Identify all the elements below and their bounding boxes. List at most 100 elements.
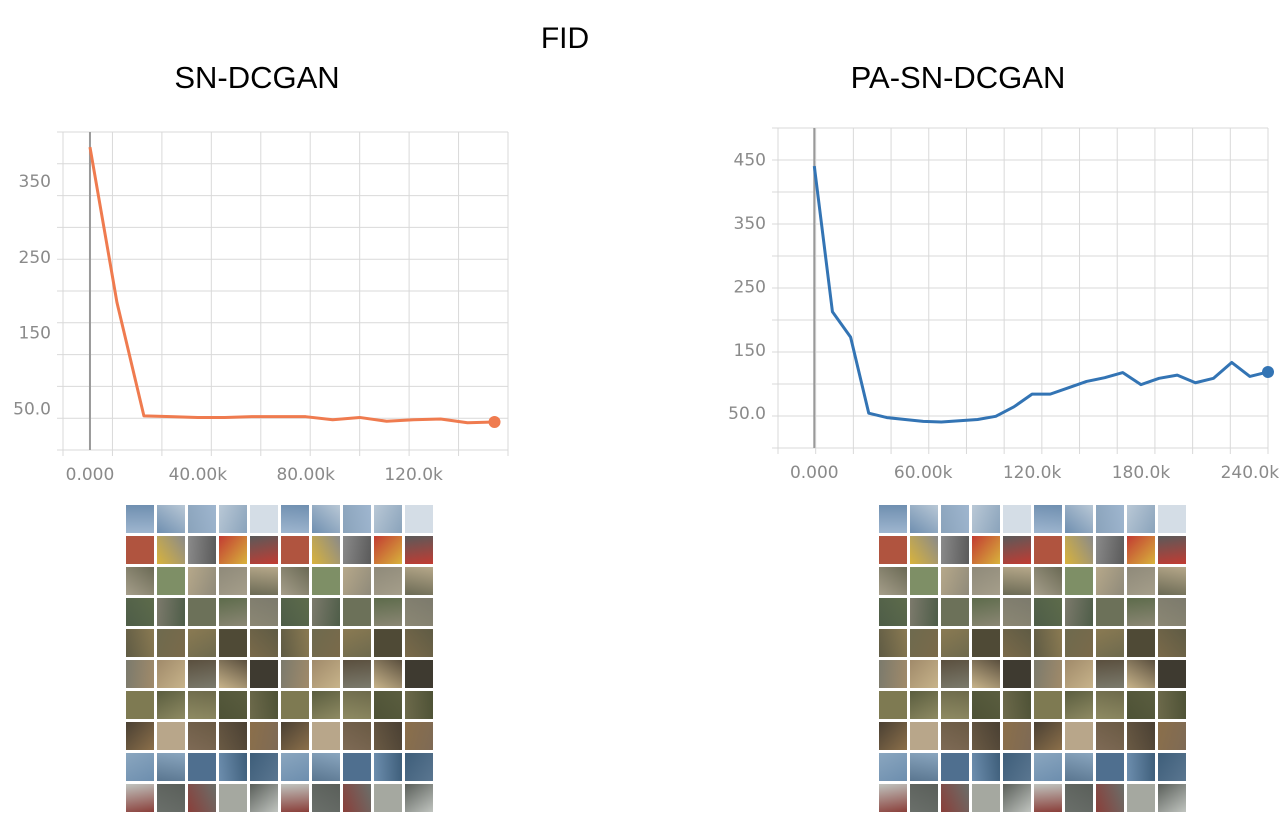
x-tick-label: 120.0k — [384, 465, 443, 485]
sample-thumbnail — [374, 536, 402, 564]
sample-thumbnail — [1034, 784, 1062, 812]
chart-title-pa-sn-dcgan: PA-SN-DCGAN — [850, 60, 1066, 95]
sample-thumbnail — [1158, 691, 1186, 719]
sample-thumbnail — [312, 753, 340, 781]
sample-thumbnail — [157, 598, 185, 626]
sample-thumbnail — [188, 753, 216, 781]
sample-thumbnail — [1003, 660, 1031, 688]
sample-thumbnail — [343, 505, 371, 533]
sample-thumbnail — [972, 784, 1000, 812]
sample-thumbnail — [157, 536, 185, 564]
sample-thumbnail — [281, 660, 309, 688]
sample-thumbnail — [281, 536, 309, 564]
sample-thumbnail — [1127, 660, 1155, 688]
sample-thumbnail — [1065, 629, 1093, 657]
sample-thumbnail — [312, 691, 340, 719]
x-tick-label: 180.0k — [1112, 463, 1171, 483]
sample-thumbnail — [879, 629, 907, 657]
sample-thumbnail — [405, 722, 433, 750]
sample-thumbnail — [1096, 722, 1124, 750]
sample-thumbnail — [219, 567, 247, 595]
sample-thumbnail — [374, 784, 402, 812]
sample-thumbnail — [1127, 722, 1155, 750]
fid-series-line — [812, 165, 1269, 424]
sample-thumbnail — [1003, 505, 1031, 533]
sample-thumbnail — [250, 629, 278, 657]
sample-thumbnail — [910, 660, 938, 688]
sample-thumbnail — [972, 536, 1000, 564]
sample-thumbnail — [1096, 629, 1124, 657]
sample-thumbnail — [250, 598, 278, 626]
sample-thumbnail — [1065, 567, 1093, 595]
sample-thumbnail — [188, 505, 216, 533]
sample-thumbnail — [250, 567, 278, 595]
sample-thumbnail — [188, 660, 216, 688]
sample-thumbnail — [1127, 784, 1155, 812]
sample-thumbnail — [219, 629, 247, 657]
sample-thumbnail — [1096, 536, 1124, 564]
sample-thumbnail — [188, 598, 216, 626]
sample-thumbnail — [157, 629, 185, 657]
y-tick-label: 350 — [734, 214, 766, 234]
sample-thumbnail — [972, 691, 1000, 719]
x-tick-label: 40.00k — [169, 465, 228, 485]
sample-thumbnail — [126, 505, 154, 533]
sample-thumbnail — [910, 722, 938, 750]
sample-thumbnail — [219, 691, 247, 719]
sample-thumbnail — [126, 629, 154, 657]
sample-thumbnail — [312, 505, 340, 533]
x-tick-label: 0.000 — [66, 465, 115, 485]
sample-thumbnail — [1158, 629, 1186, 657]
sample-thumbnail — [250, 536, 278, 564]
x-tick-label: 60.00k — [894, 463, 953, 483]
sample-thumbnail — [1034, 505, 1062, 533]
sample-thumbnail — [972, 660, 1000, 688]
sample-thumbnail — [879, 598, 907, 626]
y-tick-label: 450 — [734, 151, 766, 171]
sample-thumbnail — [157, 722, 185, 750]
sample-thumbnail — [250, 753, 278, 781]
sample-thumbnail — [1127, 691, 1155, 719]
sample-thumbnail — [1065, 784, 1093, 812]
sample-thumbnail — [1003, 784, 1031, 812]
sample-thumbnail — [1096, 753, 1124, 781]
sample-thumbnail — [941, 722, 969, 750]
sample-thumbnail — [374, 722, 402, 750]
sample-thumbnail — [910, 784, 938, 812]
sample-thumbnail — [157, 691, 185, 719]
sample-thumbnail — [188, 567, 216, 595]
sample-thumbnail — [1065, 598, 1093, 626]
sample-thumbnail — [343, 598, 371, 626]
sample-thumbnail — [343, 722, 371, 750]
sample-thumbnail — [1065, 691, 1093, 719]
sample-thumbnail — [312, 660, 340, 688]
sample-thumbnail — [250, 660, 278, 688]
sample-thumbnail — [941, 660, 969, 688]
sample-thumbnail — [972, 567, 1000, 595]
sample-thumbnail — [405, 691, 433, 719]
sample-thumbnail — [1127, 629, 1155, 657]
sample-thumbnail — [972, 722, 1000, 750]
sample-thumbnail — [1003, 536, 1031, 564]
sample-thumbnail — [188, 722, 216, 750]
sample-thumbnail — [1065, 505, 1093, 533]
sample-thumbnail — [879, 536, 907, 564]
sample-thumbnail — [879, 660, 907, 688]
sample-thumbnail — [1158, 598, 1186, 626]
sample-thumbnail — [281, 505, 309, 533]
sample-thumbnail — [405, 567, 433, 595]
sample-thumbnail — [1034, 691, 1062, 719]
sample-thumbnail — [1158, 660, 1186, 688]
sample-thumbnail — [1158, 536, 1186, 564]
sample-thumbnail — [312, 567, 340, 595]
sample-thumbnail — [374, 629, 402, 657]
sample-thumbnail — [126, 753, 154, 781]
sample-thumbnail — [1127, 505, 1155, 533]
sample-thumbnail — [941, 505, 969, 533]
sample-thumbnail — [1065, 660, 1093, 688]
sample-thumbnail — [972, 629, 1000, 657]
sample-thumbnail — [1034, 536, 1062, 564]
sample-thumbnail — [126, 536, 154, 564]
sn-dcgan-fid-chart: 0.000 40.00k 80.00k 120.0k 50.0 150 250 350 — [13, 131, 509, 485]
sample-thumbnail — [281, 691, 309, 719]
